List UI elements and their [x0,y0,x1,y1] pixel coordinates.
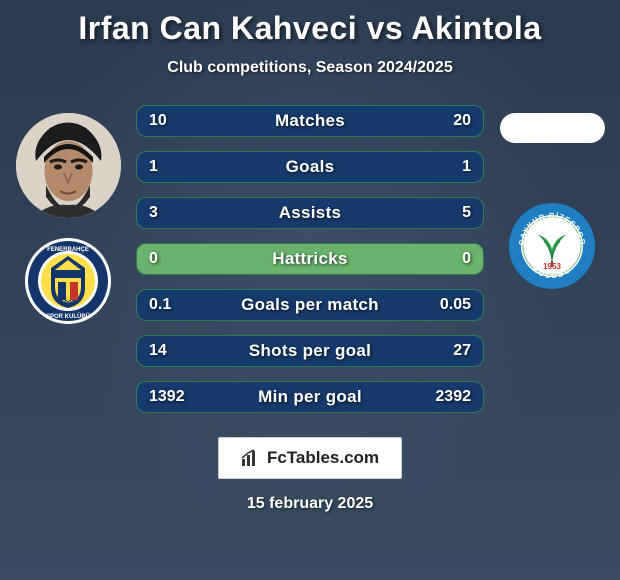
stat-label: Matches [137,106,483,136]
svg-text:1953: 1953 [543,262,561,271]
svg-text:SPOR KULÜBÜ: SPOR KULÜBÜ [46,313,90,320]
club-badge-left: 1907 FENERBAHÇE SPOR KULÜBÜ [25,238,111,324]
brand-text: FcTables.com [267,448,379,468]
date-text: 15 february 2025 [247,495,373,513]
stat-row: 13922392Min per goal [136,381,484,413]
right-player-column: 1953 ÇAYKUR RİZESPOR KULÜBÜ [492,105,612,289]
stat-label: Assists [137,198,483,228]
stat-label: Hattricks [137,244,483,274]
stat-row: 35Assists [136,197,484,229]
main-area: 1907 FENERBAHÇE SPOR KULÜBÜ 1020Matches1… [0,105,620,413]
stat-bars: 1020Matches 11Goals 35Assists 00Hattricks 0.… [128,105,492,413]
chart-icon [241,449,259,467]
brand-box: FcTables.com [218,437,402,479]
stat-label: Shots per goal [137,336,483,366]
stat-row: 1020Matches [136,105,484,137]
comparison-card: Irfan Can Kahveci vs Akintola Club compe… [0,0,620,580]
left-player-column: 1907 FENERBAHÇE SPOR KULÜBÜ [8,105,128,324]
footer: FcTables.com 15 february 2025 [0,437,620,513]
player-right-avatar-blank [500,113,605,143]
player-left-avatar [16,113,121,218]
stat-row: 1427Shots per goal [136,335,484,367]
club-badge-right: 1953 ÇAYKUR RİZESPOR KULÜBÜ [509,203,595,289]
svg-text:FENERBAHÇE: FENERBAHÇE [47,247,89,253]
stat-label: Goals [137,152,483,182]
stat-label: Min per goal [137,382,483,412]
page-subtitle: Club competitions, Season 2024/2025 [0,59,620,77]
stat-row: 0.10.05Goals per match [136,289,484,321]
stat-label: Goals per match [137,290,483,320]
page-title: Irfan Can Kahveci vs Akintola [0,10,620,47]
svg-text:1907: 1907 [60,300,76,307]
stat-row: 11Goals [136,151,484,183]
stat-row: 00Hattricks [136,243,484,275]
